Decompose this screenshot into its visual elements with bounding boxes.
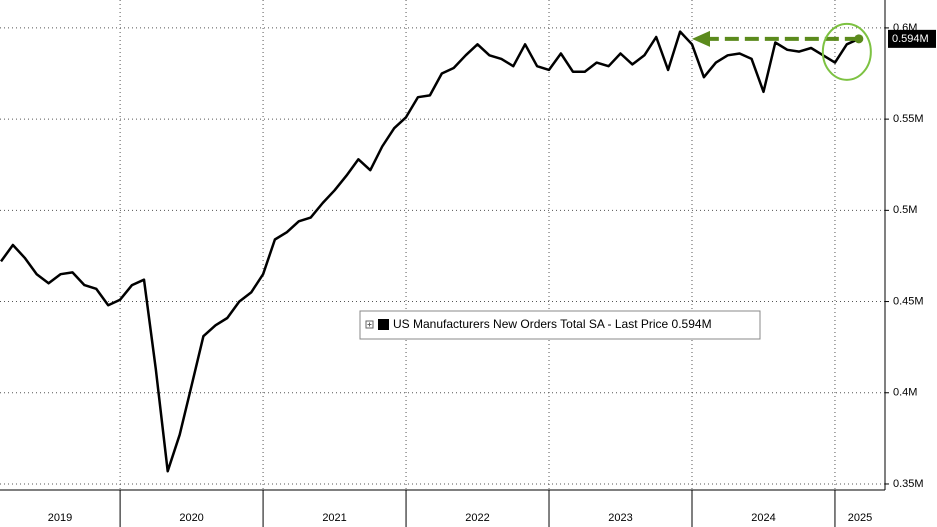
y-tick-label: 0.35M — [893, 478, 924, 490]
y-tick-label: 0.55M — [893, 113, 924, 125]
last-point — [854, 34, 864, 44]
legend-label: US Manufacturers New Orders Total SA - L… — [393, 317, 712, 331]
y-tick-label: 0.5M — [893, 204, 917, 216]
x-tick-label: 2020 — [179, 512, 203, 524]
x-tick-label: 2019 — [48, 512, 72, 524]
line-series — [0, 30, 860, 473]
x-tick-label: 2021 — [322, 512, 346, 524]
y-tick-label: 0.4M — [893, 387, 917, 399]
legend-box — [359, 310, 761, 340]
legend-swatch — [378, 319, 389, 330]
highlight-circle — [821, 22, 872, 81]
arrow-head — [692, 30, 710, 47]
last-price-label: 0.594M — [892, 33, 929, 45]
x-tick-label: 2025 — [848, 512, 872, 524]
x-tick-label: 2024 — [751, 512, 775, 524]
y-tick-label: 0.45M — [893, 295, 924, 307]
last-price-tag — [888, 29, 936, 48]
x-tick-label: 2023 — [608, 512, 632, 524]
x-tick-label: 2022 — [465, 512, 489, 524]
